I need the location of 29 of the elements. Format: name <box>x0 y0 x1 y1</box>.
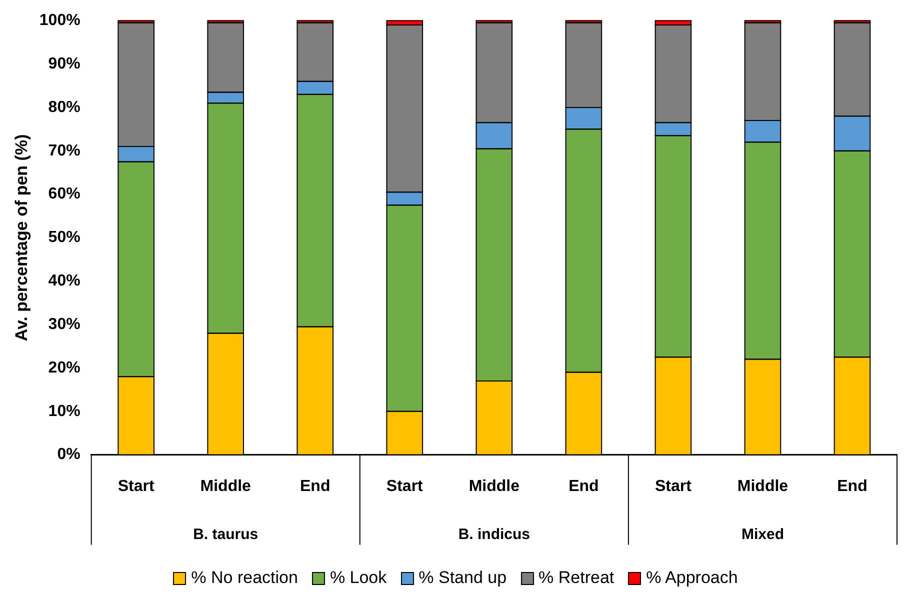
legend-label: % Approach <box>646 568 738 588</box>
y-tick-label: 60% <box>48 186 80 203</box>
y-tick-label: 30% <box>48 316 80 333</box>
legend-label: % Retreat <box>538 568 614 588</box>
y-tick-label: 90% <box>48 55 80 72</box>
text: Mixed <box>741 526 784 543</box>
y-tick-label: 70% <box>48 142 80 160</box>
text: B. taurus <box>193 526 258 543</box>
y-axis-title: Av. percentage of pen (%) <box>12 134 31 342</box>
x-tick-label: Start <box>386 478 424 495</box>
y-tick-label: 100% <box>39 12 80 30</box>
x-tick-label: Middle <box>468 478 520 495</box>
legend-label: % No reaction <box>191 568 298 588</box>
x-tick-label: End <box>568 478 599 495</box>
legend-label: % Stand up <box>418 568 507 588</box>
x-tick-label: Start <box>654 478 692 495</box>
y-tick-label: 0% <box>57 446 80 464</box>
text: B. indicus <box>458 526 530 543</box>
y-tick-label: 10% <box>48 402 80 420</box>
x-tick-label: Middle <box>737 478 788 495</box>
legend-label: % Look <box>330 568 387 588</box>
x-tick-label: Middle <box>200 478 252 495</box>
y-tick-label: 20% <box>48 359 80 376</box>
x-tick-label: End <box>300 478 330 495</box>
y-tick-label: 40% <box>48 272 80 290</box>
x-tick-label: Start <box>118 478 155 495</box>
x-tick-label: End <box>837 478 868 495</box>
y-tick-label: 80% <box>48 98 80 116</box>
y-tick-label: 50% <box>48 229 80 246</box>
